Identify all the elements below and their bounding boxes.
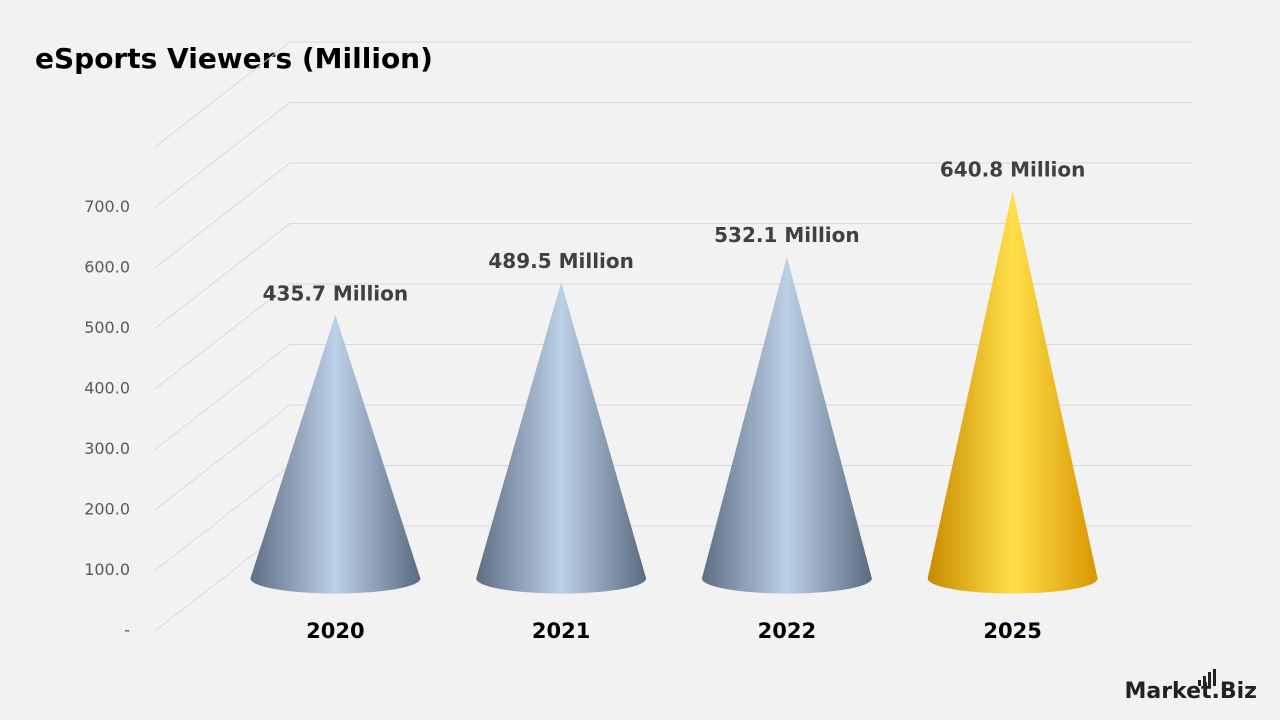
value-label: 489.5 Million <box>488 249 634 273</box>
grid-line <box>154 102 1193 208</box>
grid-line <box>154 41 1193 148</box>
x-tick-label: 2022 <box>758 619 816 643</box>
x-tick-label: 2025 <box>983 619 1041 643</box>
value-label: 640.8 Million <box>940 157 1086 181</box>
grid-line <box>154 162 1193 269</box>
grid-line <box>154 223 1193 329</box>
y-tick-label: - <box>124 621 130 640</box>
grid-line <box>154 283 1193 390</box>
cone <box>927 190 1098 594</box>
y-tick-label: 200.0 <box>84 500 130 519</box>
cone <box>701 256 872 594</box>
cone <box>250 314 421 594</box>
x-tick-label: 2020 <box>306 619 364 643</box>
y-tick-label: 100.0 <box>84 560 130 579</box>
y-tick-label: 700.0 <box>84 197 130 216</box>
y-tick-label: 300.0 <box>84 439 130 458</box>
y-tick-label: 600.0 <box>84 258 130 277</box>
y-tick-label: 400.0 <box>84 379 130 398</box>
grid-line <box>154 404 1193 511</box>
watermark: Market.Biz <box>1124 679 1257 704</box>
chart-title: eSports Viewers (Million) <box>35 42 433 75</box>
grid-line <box>154 344 1193 450</box>
x-tick-label: 2021 <box>532 619 590 643</box>
value-label: 532.1 Million <box>714 223 860 247</box>
cone <box>476 282 647 594</box>
value-label: 435.7 Million <box>263 281 409 305</box>
logo-bars <box>1198 669 1216 686</box>
y-tick-label: 500.0 <box>84 318 130 337</box>
